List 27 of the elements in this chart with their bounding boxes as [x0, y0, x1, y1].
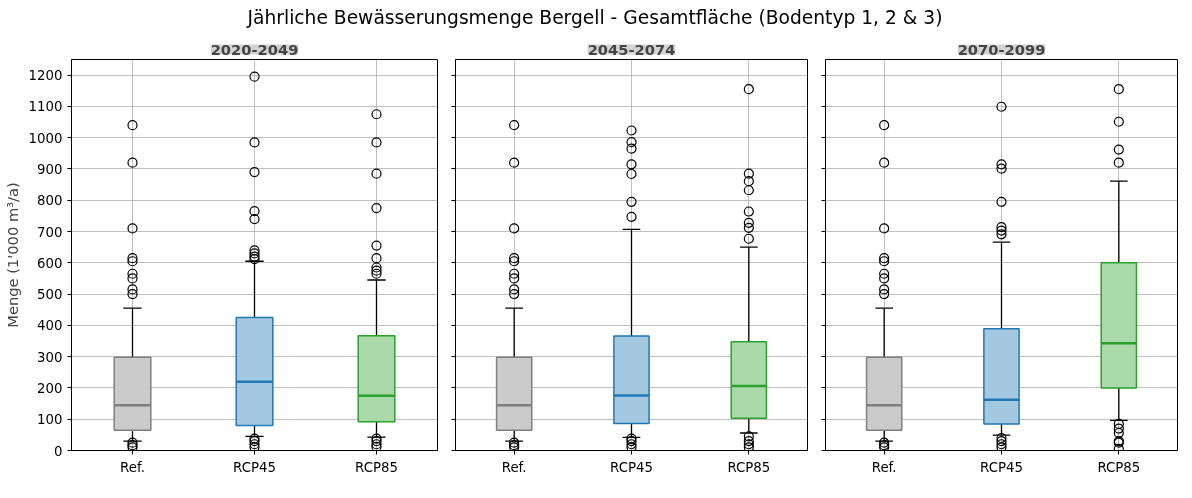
x-tick-label: Ref.: [871, 459, 897, 475]
chart-title: 2070-2099: [957, 40, 1046, 58]
y-tick-label: 800: [37, 192, 63, 208]
y-tick-label: 300: [37, 349, 63, 365]
y-tick-label: 600: [37, 255, 63, 271]
x-tick-label: RCP45: [233, 459, 276, 475]
y-tick-label: 700: [37, 224, 63, 240]
chart-title: 2045-2074: [587, 40, 676, 58]
y-tick-label: 100: [37, 411, 63, 427]
y-tick-label: 500: [37, 286, 63, 302]
x-tick-label: RCP45: [610, 459, 653, 475]
x-tick-label: RCP85: [355, 459, 398, 475]
y-tick-label: 1100: [28, 99, 63, 115]
x-tick-label: Ref.: [120, 459, 145, 475]
y-tick-label: 900: [37, 161, 63, 177]
x-tick-label: RCP85: [1097, 459, 1141, 475]
y-tick-label: 1200: [28, 67, 63, 83]
y-tick-label: 0: [54, 443, 63, 459]
y-tick-label: 1000: [28, 130, 63, 146]
y-tick-label: 200: [37, 380, 63, 396]
text: Jährliche Bewässerungsmenge Bergell - Gesamtfläche (Bodentyp 1, 2 & 3): [247, 6, 943, 30]
chart-title: 2020-2049: [210, 40, 299, 58]
x-tick-label: Ref.: [501, 459, 527, 475]
x-tick-label: RCP85: [727, 459, 771, 475]
x-tick-label: RCP45: [980, 459, 1023, 475]
y-axis-title: Menge (1'000 m³/a): [3, 181, 21, 328]
y-tick-label: 400: [37, 318, 63, 334]
